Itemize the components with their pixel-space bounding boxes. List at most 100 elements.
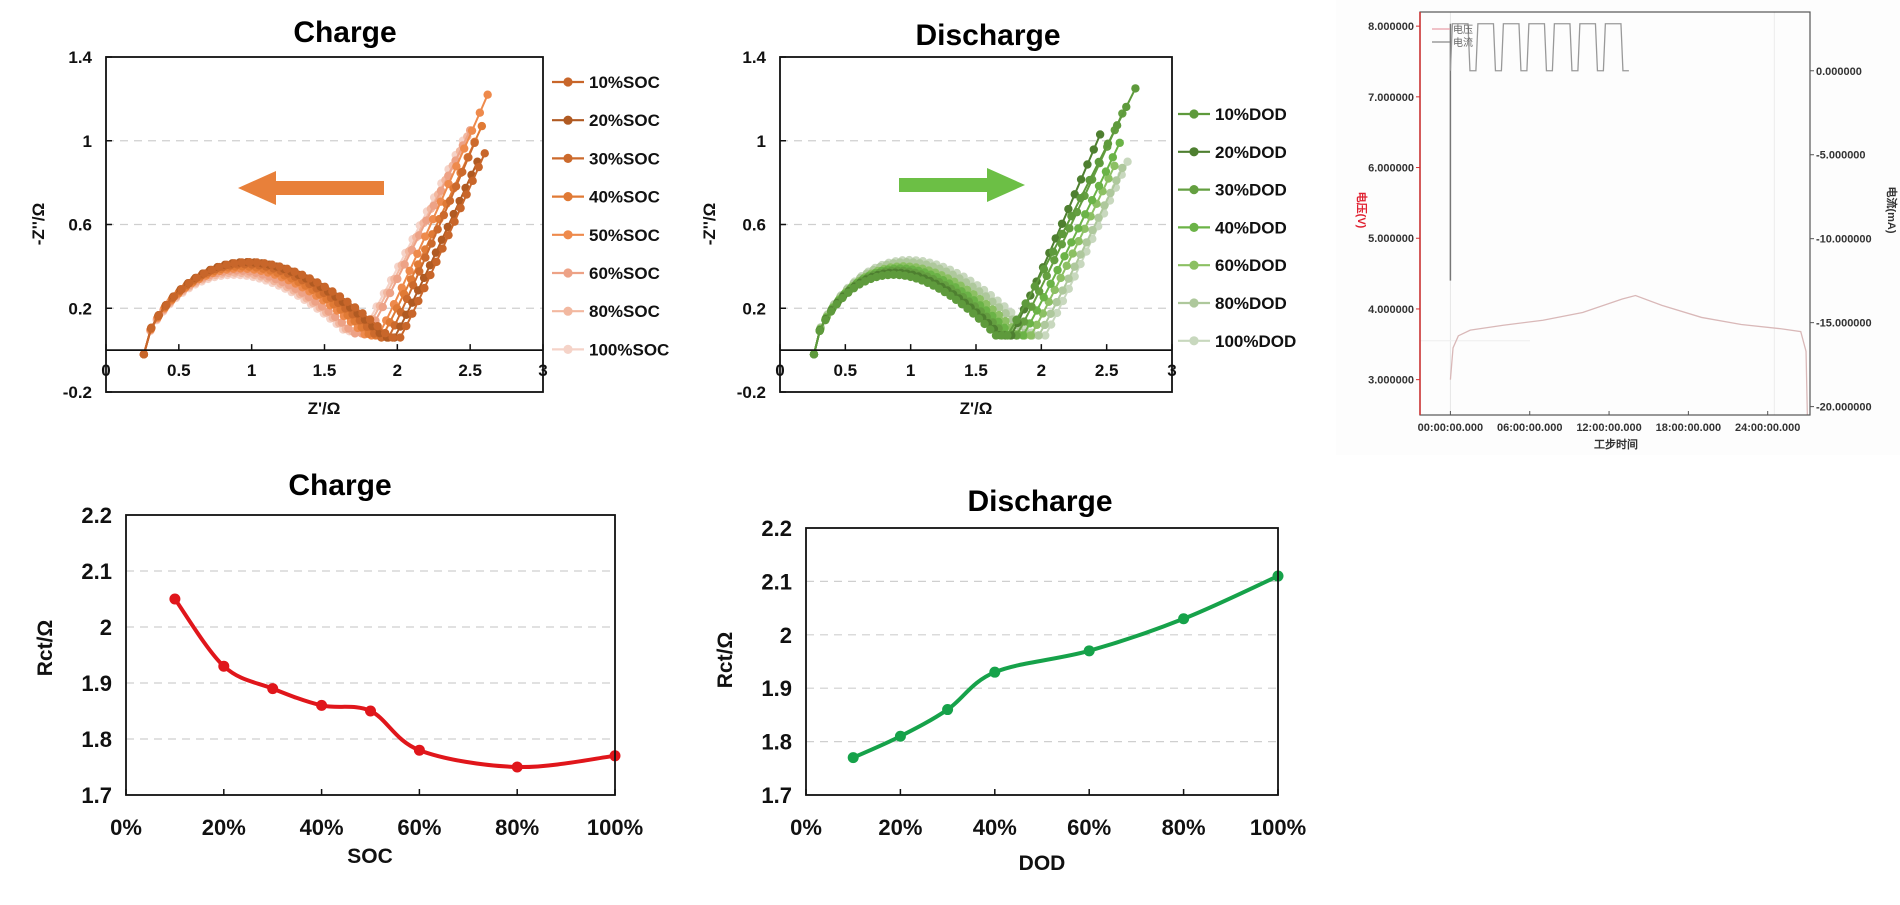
data-point [169, 593, 181, 605]
data-point [320, 282, 330, 291]
data-point [1030, 282, 1039, 291]
legend-label: 20%DOD [1215, 143, 1287, 162]
data-point [1095, 130, 1105, 139]
data-point [427, 239, 436, 248]
data-point [994, 303, 1004, 312]
data-point [1112, 121, 1122, 130]
data-point [433, 225, 442, 234]
data-point [421, 232, 430, 241]
x-tick-label: 2.5 [1095, 361, 1119, 380]
series-line [142, 129, 472, 355]
voltage-current-svg: 8.000000 7.000000 6.000000 5.000000 4.000000… [1336, 0, 1899, 451]
data-point [396, 333, 405, 342]
x-tick-label: 20% [878, 815, 922, 840]
y-axis-label: -Z''/Ω [29, 203, 48, 245]
data-point [1041, 331, 1050, 340]
data-point [444, 230, 453, 240]
x-axis-label: 工步时间 [1594, 437, 1638, 451]
legend-label: 80%DOD [1215, 294, 1287, 313]
y-tick-label: 0.2 [68, 299, 92, 318]
legend-label: 30%SOC [589, 149, 660, 168]
series-40%dod [809, 138, 1124, 359]
data-point [456, 203, 465, 213]
legend-label: 10%DOD [1215, 105, 1287, 124]
data-point [1070, 262, 1079, 271]
data-point [1106, 188, 1115, 198]
data-point [428, 214, 438, 224]
nyquist-charge-chart: Charge 0 0.5 1 1.5 2 2.5 3 1.4 1 0.6 0.2 -0.2 Z'/Ω … [0, 0, 680, 440]
data-point [298, 270, 307, 280]
data-point [426, 270, 435, 280]
data-point [419, 273, 429, 283]
data-point [989, 666, 1001, 678]
data-point [1067, 238, 1076, 247]
legend-label: 60%DOD [1215, 256, 1287, 275]
y-axis-label: Rct/Ω [34, 620, 57, 677]
x-tick-label: 100% [587, 815, 643, 840]
right-tick-label: 0.000000 [1816, 66, 1862, 78]
data-point [267, 260, 277, 269]
data-point [1104, 174, 1113, 183]
data-point [431, 248, 441, 257]
y-tick-label: 2.1 [81, 559, 112, 584]
data-point [1085, 175, 1094, 185]
data-point [177, 285, 186, 294]
x-tick-label: 0 [101, 361, 110, 380]
rct-charge-chart: Charge 2.2 2.1 2 1.9 1.8 1.7 0% 20% 40% 60% 80% 100… [0, 450, 680, 900]
data-point [378, 302, 387, 312]
y-axis-label: -Z''/Ω [700, 203, 719, 245]
data-point [821, 315, 830, 325]
series-10%dod [809, 84, 1140, 359]
x-tick-label: 20% [202, 815, 246, 840]
x-tick-label: 0.5 [167, 361, 191, 380]
series-30%dod [809, 109, 1127, 359]
y-tick-label: 1.8 [81, 727, 112, 752]
data-point [1118, 163, 1127, 173]
nyquist-charge-svg: Charge 0 0.5 1 1.5 2 2.5 31.410.60.2-0.2 Z'/Ω … [29, 16, 669, 418]
nyquist-discharge-svg: Discharge 0 0.5 1 1.5 2 2.5 3 1.4 1 0.6 0.2 -0.2 Z'… [700, 19, 1296, 418]
data-point [365, 315, 375, 324]
data-point [267, 683, 279, 695]
data-point [1021, 299, 1030, 308]
x-axis-label: DOD [1019, 852, 1066, 875]
data-point [963, 304, 972, 313]
legend-item: 40%SOC [552, 188, 660, 207]
data-point [252, 258, 262, 267]
data-point [483, 90, 492, 99]
data-point [422, 216, 431, 225]
legend-label: 60%SOC [589, 264, 660, 283]
right-tick-label: -10.000000 [1816, 234, 1872, 246]
data-point [1112, 176, 1121, 185]
data-point [474, 162, 483, 172]
x-tick-label: 40% [300, 815, 344, 840]
y-tick-label: 1.4 [742, 48, 766, 67]
data-point [462, 190, 471, 199]
data-point [511, 761, 523, 773]
data-point [344, 324, 353, 333]
data-point [222, 260, 232, 270]
data-point [414, 296, 423, 306]
data-point [192, 273, 201, 283]
legend-label: 40%SOC [589, 188, 660, 207]
data-point [1067, 211, 1076, 221]
legend-item: 60%DOD [1178, 256, 1287, 275]
data-point [1050, 255, 1059, 265]
legend-swatch-marker [563, 306, 573, 316]
rct-discharge-chart: Discharge 2.2 2.1 2 1.9 1.8 1.7 0% 20% 40% 60% 80%… [680, 450, 1340, 900]
data-point [343, 297, 352, 307]
data-point [1039, 293, 1048, 302]
data-point [1060, 252, 1069, 261]
data-point [147, 323, 156, 332]
data-point [275, 262, 284, 271]
data-point [400, 260, 409, 269]
data-point [980, 319, 989, 329]
data-point [429, 201, 438, 210]
series-line [813, 165, 1116, 355]
data-point [470, 138, 479, 148]
data-point [1094, 157, 1104, 167]
x-axis-label: SOC [347, 845, 393, 868]
left-axis-label: 电压(V) [1355, 192, 1369, 229]
y-tick-label: 2.2 [761, 516, 792, 541]
data-point [1094, 213, 1103, 223]
data-point [1087, 195, 1097, 205]
